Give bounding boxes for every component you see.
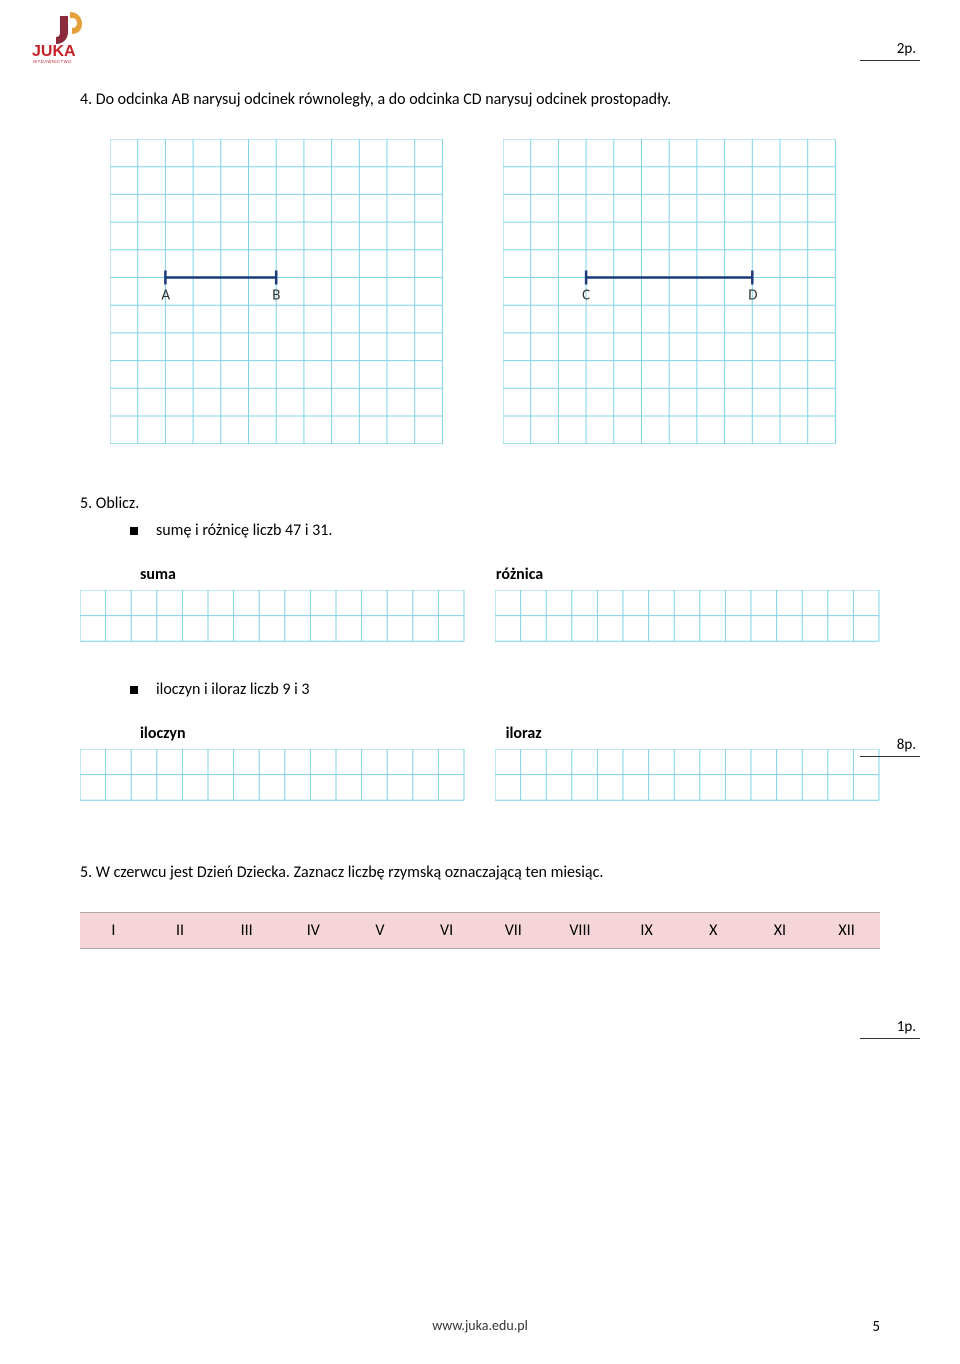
grid-cd: CD xyxy=(503,139,836,444)
q5-item2: iloczyn i iloraz liczb 9 i 3 xyxy=(80,680,880,699)
roman-cell[interactable]: XI xyxy=(747,913,814,949)
label-suma: suma xyxy=(140,565,176,584)
roman-cell[interactable]: I xyxy=(80,913,147,949)
roman-cell[interactable]: III xyxy=(213,913,280,949)
roman-table: IIIIIIIVVVIVIIVIIIIXXXIXII xyxy=(80,912,880,949)
svg-text:A: A xyxy=(161,287,170,305)
points-1p: 1p. xyxy=(860,1018,920,1039)
roman-cell[interactable]: IX xyxy=(613,913,680,949)
label-roznica: różnica xyxy=(496,565,543,584)
roman-cell[interactable]: VI xyxy=(413,913,480,949)
question-5-header: 5. Oblicz. xyxy=(80,494,880,513)
roman-cell[interactable]: X xyxy=(680,913,747,949)
q5-item1-text: sumę i różnicę liczb 47 i 31. xyxy=(156,521,332,540)
footer-url: www.juka.edu.pl xyxy=(0,1317,960,1334)
roman-cell[interactable]: IV xyxy=(280,913,347,949)
roman-cell[interactable]: II xyxy=(147,913,214,949)
svg-text:JUKA: JUKA xyxy=(32,43,76,60)
q5-item1: sumę i różnicę liczb 47 i 31. xyxy=(80,521,880,540)
q5-item2-text: iloczyn i iloraz liczb 9 i 3 xyxy=(156,680,310,699)
question-4-text: 4. Do odcinka AB narysuj odcinek równole… xyxy=(80,90,880,109)
question-6-text: 5. W czerwcu jest Dzień Dziecka. Zaznacz… xyxy=(80,863,880,882)
labels-suma-roznica: suma różnica xyxy=(80,565,880,584)
page-number: 5 xyxy=(872,1318,880,1336)
label-iloczyn: iloczyn xyxy=(140,724,186,743)
roman-cell[interactable]: V xyxy=(347,913,414,949)
labels-iloczyn-iloraz: iloczyn iloraz xyxy=(80,724,880,743)
svg-text:C: C xyxy=(582,287,590,305)
answer-grid-suma xyxy=(80,590,465,644)
label-iloraz: iloraz xyxy=(506,724,542,743)
bullet-icon xyxy=(130,686,138,694)
roman-cell[interactable]: VIII xyxy=(547,913,614,949)
logo: JUKA WYDAWNICTWO xyxy=(30,10,90,65)
svg-text:B: B xyxy=(272,287,280,305)
answer-grid-iloraz xyxy=(495,749,880,803)
points-2p: 2p. xyxy=(860,40,920,61)
roman-cell[interactable]: VII xyxy=(480,913,547,949)
svg-text:D: D xyxy=(748,287,757,305)
grid-ab: AB xyxy=(110,139,443,444)
roman-row: IIIIIIIVVVIVIIVIIIIXXXIXII xyxy=(80,913,880,949)
points-8p: 8p. xyxy=(860,736,920,757)
bullet-icon xyxy=(130,527,138,535)
answer-grids-1 xyxy=(80,590,880,644)
answer-grid-iloczyn xyxy=(80,749,465,803)
svg-text:WYDAWNICTWO: WYDAWNICTWO xyxy=(33,59,72,64)
answer-grids-2 xyxy=(80,749,880,803)
answer-grid-roznica xyxy=(495,590,880,644)
grids-row: AB CD xyxy=(80,139,880,444)
roman-cell[interactable]: XII xyxy=(813,913,880,949)
